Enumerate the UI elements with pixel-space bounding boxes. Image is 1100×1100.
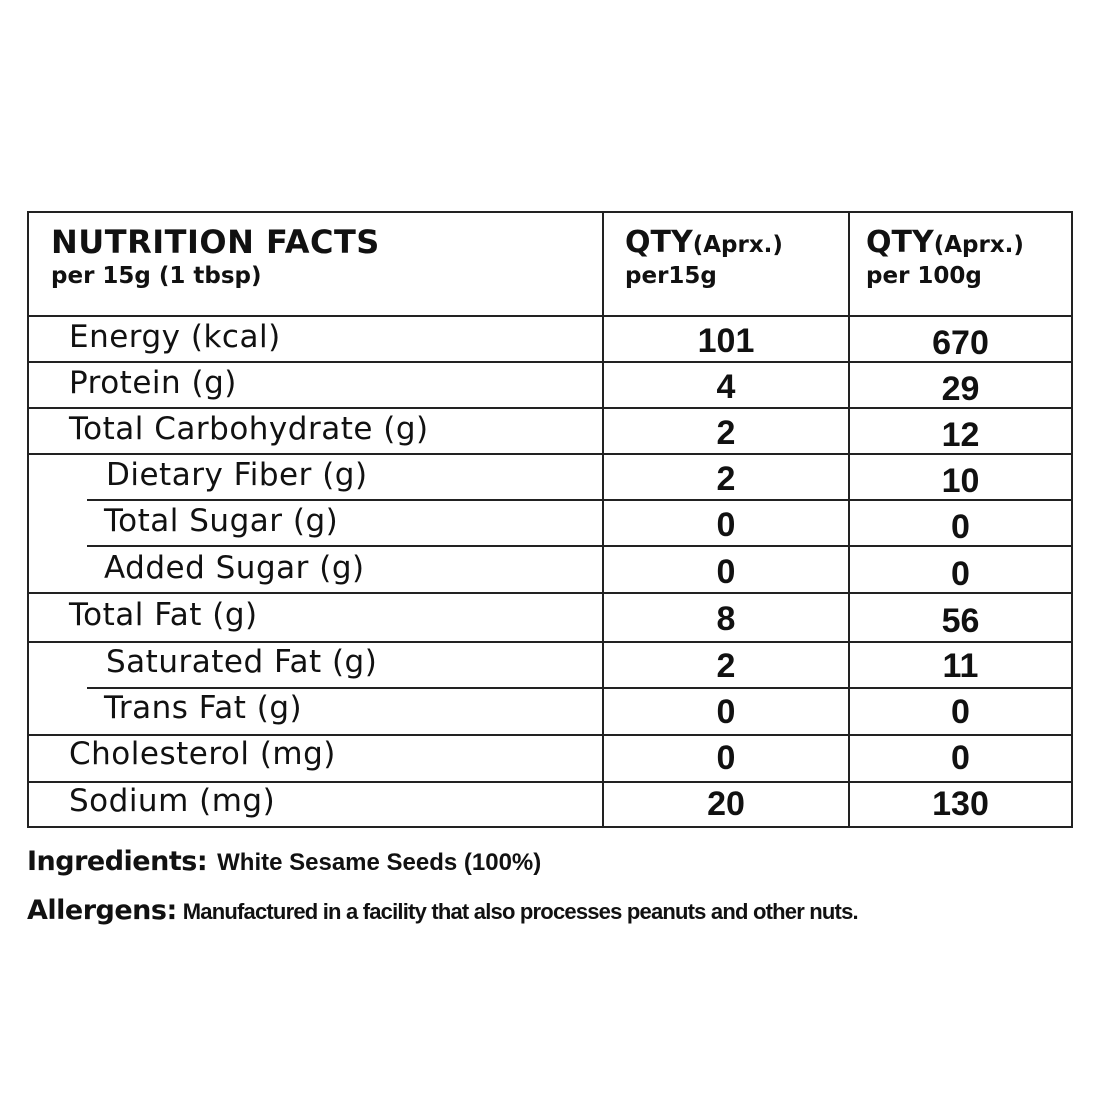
- value-per15g: 0: [716, 739, 736, 777]
- row-divider: [29, 592, 1071, 594]
- nutrient-label: Added Sugar (g): [104, 550, 365, 586]
- nutrient-label: Trans Fat (g): [104, 690, 303, 726]
- value-per15g: 0: [716, 553, 736, 591]
- row-divider: [29, 734, 1071, 736]
- value-per15g: 0: [716, 506, 736, 544]
- ingredients-text: White Sesame Seeds (100%): [217, 849, 542, 876]
- value-per15g: 0: [716, 693, 736, 731]
- row-divider: [29, 641, 1071, 643]
- nutrient-label: Saturated Fat (g): [106, 644, 378, 680]
- allergens-line: Allergens: Manufactured in a facility tha…: [27, 895, 859, 926]
- nutrient-label: Total Carbohydrate (g): [69, 411, 429, 447]
- column-divider: [848, 213, 850, 826]
- table-title: NUTRITION FACTS: [51, 223, 380, 261]
- value-per15g: 101: [697, 322, 755, 360]
- row-divider: [29, 453, 1071, 455]
- value-per100g: 0: [951, 555, 970, 593]
- value-per100g: 56: [941, 602, 980, 640]
- value-per100g: 11: [942, 647, 979, 685]
- value-per15g: 2: [716, 647, 736, 685]
- column-divider: [602, 213, 604, 826]
- nutrition-facts-table: NUTRITION FACTS per 15g (1 tbsp) QTY(Apr…: [27, 211, 1073, 828]
- column-header-per15g-unit: per15g: [625, 263, 717, 289]
- nutrient-label: Dietary Fiber (g): [106, 457, 368, 493]
- value-per15g: 4: [716, 368, 736, 406]
- ingredients-line: Ingredients: White Sesame Seeds (100%): [27, 846, 541, 877]
- nutrient-label: Total Sugar (g): [104, 503, 339, 539]
- column-header-per15g: QTY(Aprx.): [625, 225, 783, 260]
- column-header-per100g-unit: per 100g: [866, 263, 982, 289]
- nutrient-label: Protein (g): [69, 365, 237, 401]
- value-per100g: 670: [932, 324, 989, 362]
- row-divider: [29, 407, 1071, 409]
- nutrient-label: Cholesterol (mg): [69, 736, 336, 772]
- column-header-per100g: QTY(Aprx.): [866, 225, 1024, 260]
- value-per100g: 12: [941, 416, 980, 454]
- allergens-label: Allergens:: [27, 895, 177, 926]
- row-divider: [29, 315, 1071, 317]
- value-per15g: 8: [716, 600, 736, 638]
- nutrient-label: Total Fat (g): [69, 597, 258, 633]
- value-per15g: 20: [707, 785, 745, 823]
- allergens-text: Manufactured in a facility that also pro…: [182, 899, 859, 924]
- row-divider: [87, 545, 1071, 547]
- value-per100g: 130: [932, 785, 989, 823]
- nutrient-label: Sodium (mg): [69, 783, 276, 819]
- row-divider: [29, 361, 1071, 363]
- row-divider: [87, 687, 1071, 689]
- value-per15g: 2: [716, 460, 736, 498]
- value-per100g: 0: [951, 739, 970, 777]
- value-per100g: 29: [941, 370, 980, 408]
- row-divider: [29, 781, 1071, 783]
- value-per100g: 10: [941, 462, 980, 500]
- row-divider: [87, 499, 1071, 501]
- value-per100g: 0: [951, 693, 970, 731]
- nutrient-label: Energy (kcal): [69, 319, 281, 355]
- ingredients-label: Ingredients:: [27, 846, 208, 877]
- value-per100g: 0: [951, 508, 970, 546]
- serving-size: per 15g (1 tbsp): [51, 263, 262, 289]
- value-per15g: 2: [716, 414, 736, 452]
